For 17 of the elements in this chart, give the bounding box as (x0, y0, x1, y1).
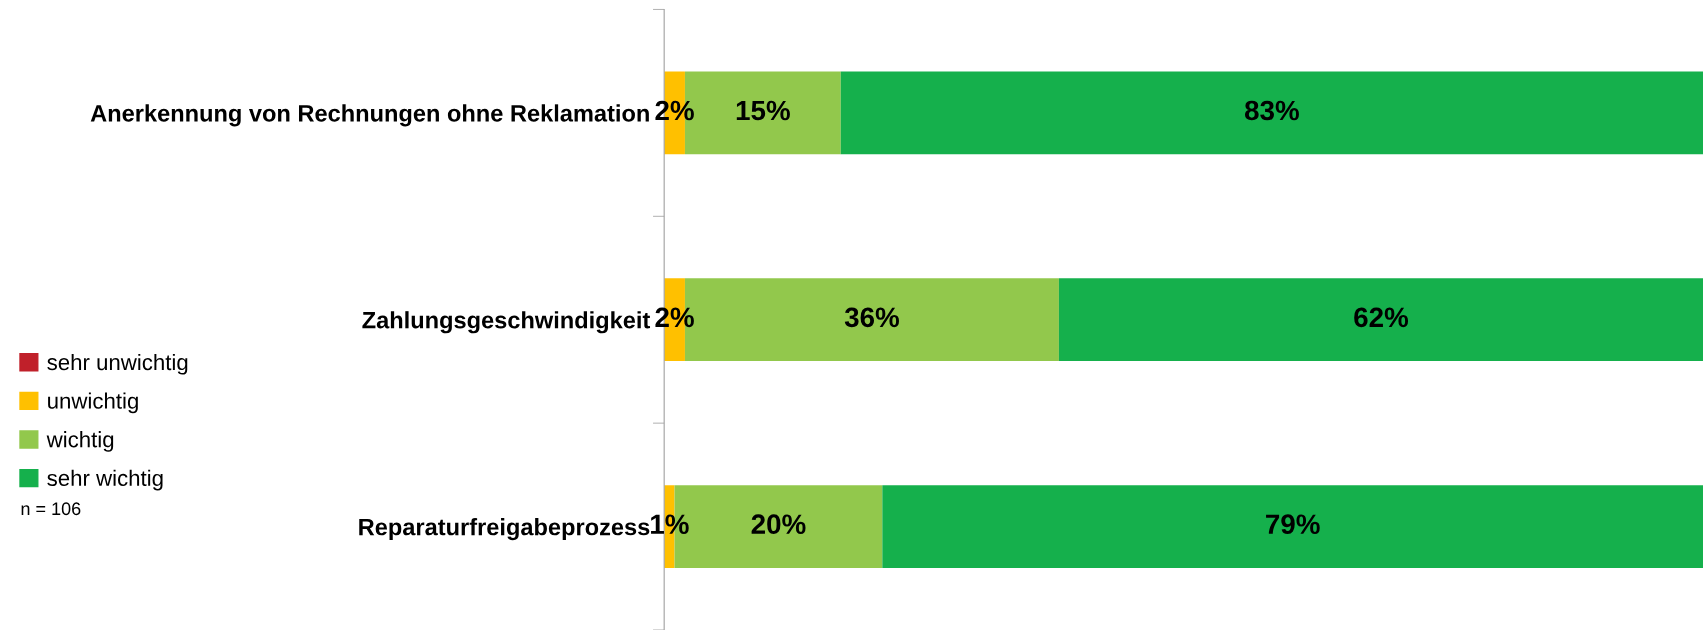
data-label: 79% (1266, 514, 1320, 535)
data-label: 15% (736, 100, 790, 121)
data-label: 62% (1354, 307, 1409, 328)
legend-label: sehr unwichtig (47, 353, 188, 375)
data-label: 36% (844, 307, 899, 328)
bar (840, 71, 1703, 155)
bar (1058, 278, 1703, 362)
data-label: 20% (751, 514, 806, 535)
text: n = 106 (21, 502, 81, 516)
y-tick-label: Anerkennung von Rechnungen ohne Reklamation (90, 104, 649, 127)
y-tick-label: Zahlungsgeschwindigkeit (362, 311, 651, 334)
legend-label: unwichtig (48, 392, 138, 414)
data-label: 83% (1244, 100, 1299, 121)
bar (882, 485, 1703, 568)
legend-label: sehr wichtig (47, 469, 163, 491)
legend-label: wichtig (46, 431, 114, 452)
y-tick-label: Reparaturfreigabeprozess (359, 518, 650, 541)
